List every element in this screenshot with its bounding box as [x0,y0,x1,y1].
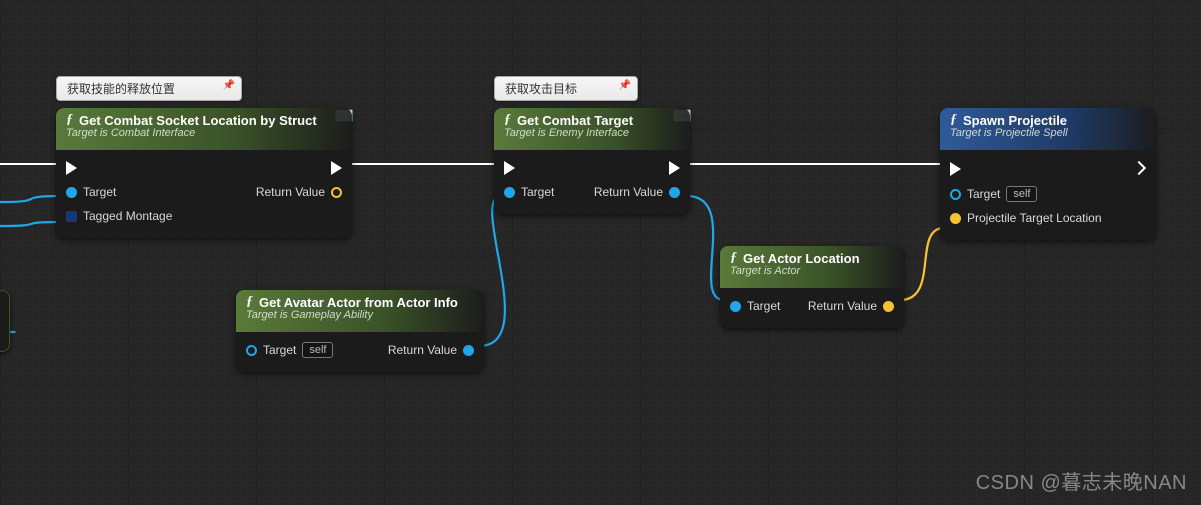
node-header[interactable]: ƒ Get Combat Socket Location by StructTar… [56,108,352,150]
self-value[interactable]: self [302,342,333,358]
node-title: Get Actor Location [743,251,860,266]
pin[interactable] [463,345,474,356]
node-header[interactable]: ƒ Get Combat TargetTarget is Enemy Interf… [494,108,690,150]
pin[interactable] [246,345,257,356]
pin-label: Target [83,185,116,199]
node-title: Get Combat Socket Location by Struct [79,113,317,128]
node-subtitle: Target is Projectile Spell [950,127,1146,139]
blueprint-node[interactable]: ƒ Spawn ProjectileTarget is Projectile Sp… [940,108,1156,240]
function-icon: ƒ [246,294,253,310]
blueprint-node[interactable]: ƒ Get Actor LocationTarget is Actor Target… [720,246,904,328]
pin-label: Target [967,187,1000,201]
pin-label: Target [521,185,554,199]
pin[interactable] [66,187,77,198]
node-title: Spawn Projectile [963,113,1067,128]
pin-label: Tagged Montage [83,209,172,223]
pin-label: Return Value [594,185,663,199]
pin[interactable] [331,187,342,198]
node-body: Target Return Value [720,288,904,328]
function-icon: ƒ [66,112,73,128]
function-icon: ƒ [504,112,511,128]
node-subtitle: Target is Actor [730,265,894,277]
pin-row: Target self [950,182,1146,206]
pin-row: Target Return Value [66,180,342,204]
blueprint-canvas[interactable]: 获取技能的释放位置📌获取攻击目标📌✉️ƒGet Combat Socket Lo… [0,0,1201,505]
exec-pin[interactable] [669,161,680,175]
function-icon: ƒ [950,112,957,128]
pin-row: Tagged Montage [66,204,342,228]
pin-label: Target [747,299,780,313]
pin[interactable] [950,189,961,200]
node-header[interactable]: ƒ Spawn ProjectileTarget is Projectile Sp… [940,108,1156,150]
node-subtitle: Target is Enemy Interface [504,127,680,139]
node-body: Target self Return Value [236,332,484,372]
exec-pin[interactable] [1136,156,1146,182]
pin-row: Target Return Value [730,294,894,318]
node-header[interactable]: ƒ Get Avatar Actor from Actor InfoTarget … [236,290,484,332]
pin-icon: 📌 [619,80,631,91]
exec-pin[interactable] [66,161,77,175]
pin-label: Return Value [256,185,325,199]
node-comment[interactable]: 获取攻击目标📌 [494,76,638,101]
node-comment[interactable]: 获取技能的释放位置📌 [56,76,242,101]
pin-row [950,156,1146,182]
node-title: Get Combat Target [517,113,633,128]
pin-label: Return Value [808,299,877,313]
pin[interactable] [730,301,741,312]
pin-row [66,156,342,180]
exec-pin[interactable] [504,161,515,175]
pin-label: Return Value [388,343,457,357]
pin[interactable] [950,213,961,224]
node-header[interactable]: ƒ Get Actor LocationTarget is Actor [720,246,904,288]
exec-pin[interactable] [950,162,961,176]
pin-icon: 📌 [223,80,235,91]
pin-label: Projectile Target Location [967,211,1102,225]
node-body: Target self Projectile Target Location [940,150,1156,240]
exec-pin[interactable] [331,161,342,175]
pin-label: Target [263,343,296,357]
blueprint-node[interactable]: ƒ Get Avatar Actor from Actor InfoTarget … [236,290,484,372]
watermark: CSDN @暮志未晚NAN [976,466,1187,495]
node-subtitle: Target is Gameplay Ability [246,309,474,321]
self-value[interactable]: self [1006,186,1037,202]
pin[interactable] [504,187,515,198]
function-icon: ƒ [730,250,737,266]
node-body: Target Return Value Tagged Montage [56,150,352,238]
node-body: Target Return Value [494,150,690,214]
blueprint-node[interactable]: ƒGet Combat Socket Location by StructTar… [56,108,352,238]
pin-row: Target Return Value [504,180,680,204]
blueprint-node[interactable] [0,290,10,352]
pin[interactable] [66,211,77,222]
pin-row [504,156,680,180]
pin[interactable] [669,187,680,198]
node-title: Get Avatar Actor from Actor Info [259,295,458,310]
blueprint-node[interactable]: ƒ Get Combat TargetTarget is Enemy Interf… [494,108,690,214]
pin-row: Target self Return Value [246,338,474,362]
pin[interactable] [883,301,894,312]
pin-row: Projectile Target Location [950,206,1146,230]
node-subtitle: Target is Combat Interface [66,127,342,139]
